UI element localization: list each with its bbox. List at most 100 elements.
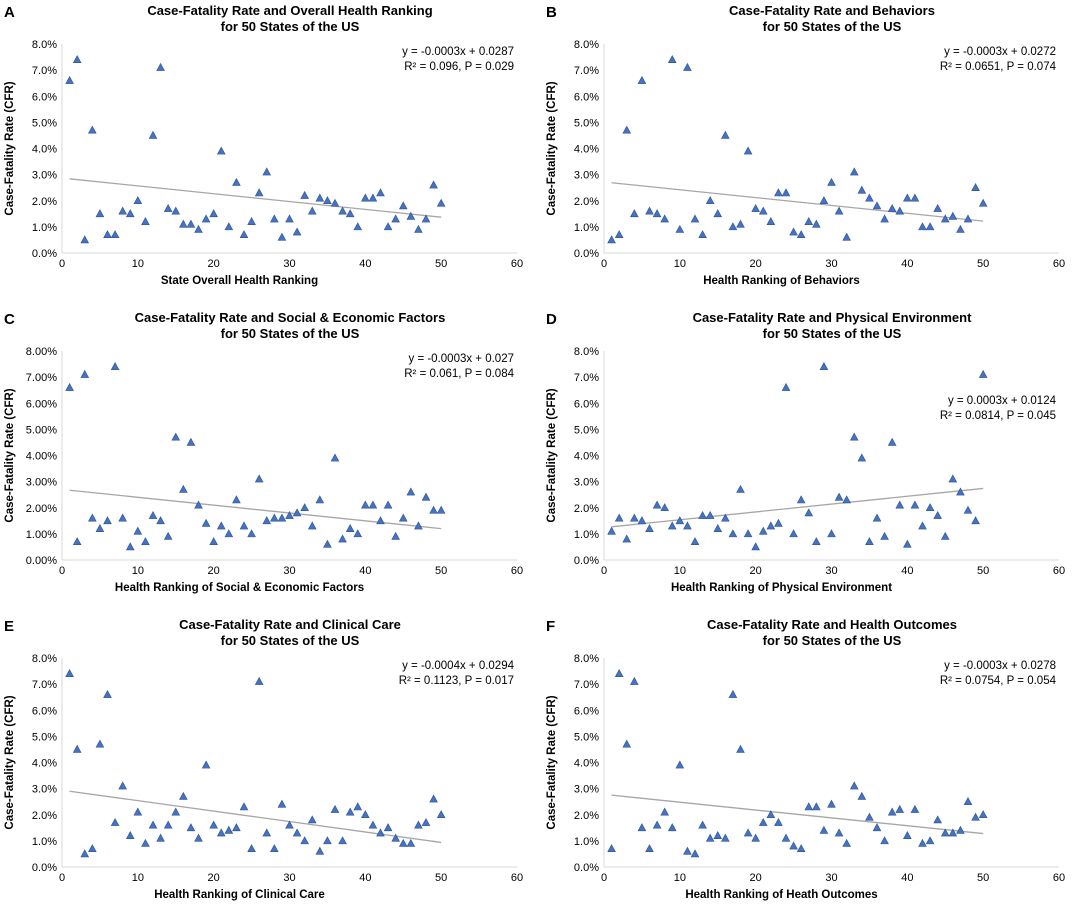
data-point <box>88 125 97 134</box>
data-point <box>277 232 287 241</box>
data-point <box>918 521 927 530</box>
y-axis-title: Case-Fatality Rate (CFR) <box>546 81 558 215</box>
y-tick-label: 6.0% <box>574 91 599 103</box>
x-tick-label: 0 <box>59 258 65 270</box>
data-point <box>903 831 912 839</box>
data-point <box>194 224 203 233</box>
data-point <box>406 487 416 496</box>
data-point <box>834 206 844 215</box>
data-point <box>277 799 287 808</box>
x-tick-label: 40 <box>901 565 913 577</box>
x-tick-label: 40 <box>359 565 371 577</box>
data-point <box>705 196 715 205</box>
y-tick-label: 1.00% <box>26 529 57 541</box>
data-point <box>895 500 905 509</box>
data-point <box>614 513 624 522</box>
y-tick-label: 8.0% <box>574 39 599 51</box>
y-tick-label: 6.0% <box>32 91 57 103</box>
data-point <box>690 537 700 546</box>
data-point <box>721 833 730 842</box>
data-point <box>614 230 624 239</box>
data-point <box>391 214 400 223</box>
data-point <box>148 130 158 139</box>
data-point <box>819 825 829 834</box>
y-tick-label: 4.00% <box>26 451 57 463</box>
data-point <box>796 495 806 504</box>
data-point <box>171 807 181 816</box>
data-point <box>323 836 332 845</box>
data-point <box>956 825 965 834</box>
data-point <box>880 214 889 223</box>
x-tick-label: 10 <box>674 258 686 270</box>
data-point <box>857 453 867 462</box>
trendline <box>611 487 984 528</box>
data-point <box>239 802 249 811</box>
x-tick-label: 40 <box>901 258 913 270</box>
regression-equation: y = -0.0004x + 0.0294 <box>402 660 514 672</box>
x-tick-label: 50 <box>977 565 989 577</box>
x-tick-label: 50 <box>977 872 989 884</box>
data-point <box>804 802 814 811</box>
data-point <box>118 513 127 522</box>
data-point <box>827 529 836 538</box>
data-point <box>103 230 112 239</box>
y-axis-title: Case-Fatality Rate (CFR) <box>4 81 16 215</box>
chart-subtitle: for 50 States of the US <box>221 19 360 34</box>
data-point <box>65 382 74 391</box>
x-tick-label: 10 <box>132 258 144 270</box>
data-point <box>201 760 211 769</box>
x-tick-label: 50 <box>435 565 447 577</box>
x-tick-label: 10 <box>674 872 686 884</box>
y-tick-label: 7.00% <box>26 372 57 384</box>
regression-stats: R² = 0.0651, P = 0.074 <box>940 61 1057 73</box>
data-point <box>849 432 859 441</box>
data-point <box>728 529 738 538</box>
data-point <box>300 190 309 199</box>
y-tick-label: 0.0% <box>32 862 57 874</box>
data-point <box>201 518 211 527</box>
data-point <box>819 196 829 205</box>
data-point <box>103 516 112 525</box>
data-point <box>353 222 363 231</box>
scatter-chart: A Case-Fatality Rate and Overall Health R… <box>4 3 523 287</box>
x-tick-label: 60 <box>1053 565 1065 577</box>
data-point <box>65 75 74 84</box>
data-point <box>948 211 958 220</box>
x-tick-label: 10 <box>132 565 144 577</box>
data-point <box>95 524 105 532</box>
data-point <box>796 844 806 853</box>
chart-title: Case-Fatality Rate and Health Outcomes <box>707 617 957 632</box>
data-point <box>270 214 279 223</box>
data-point <box>880 531 889 540</box>
data-point <box>209 209 218 218</box>
data-point <box>789 529 798 538</box>
data-point <box>368 500 378 509</box>
y-tick-label: 6.00% <box>26 398 57 410</box>
data-point <box>232 177 241 186</box>
y-tick-label: 1.0% <box>32 222 57 234</box>
data-point <box>819 362 829 370</box>
x-tick-label: 60 <box>511 872 523 884</box>
data-point <box>675 516 685 525</box>
data-point <box>194 500 203 509</box>
data-point <box>330 453 340 462</box>
trendline <box>69 489 442 530</box>
chart-title: Case-Fatality Rate and Overall Health Ra… <box>147 3 432 18</box>
data-point <box>630 513 639 522</box>
y-tick-label: 5.0% <box>32 731 57 743</box>
y-tick-label: 1.0% <box>32 836 57 848</box>
data-point <box>110 362 120 370</box>
data-point <box>118 206 127 215</box>
data-point <box>948 828 958 837</box>
data-point <box>323 539 332 548</box>
data-point <box>903 193 912 202</box>
y-tick-label: 3.0% <box>574 477 599 489</box>
y-tick-label: 5.00% <box>26 424 57 436</box>
chart-subtitle: for 50 States of the US <box>763 19 902 34</box>
data-point <box>607 235 616 244</box>
data-point <box>614 669 624 677</box>
data-point <box>141 537 150 546</box>
data-point <box>812 802 821 811</box>
data-point <box>133 526 143 535</box>
data-point <box>330 804 340 813</box>
